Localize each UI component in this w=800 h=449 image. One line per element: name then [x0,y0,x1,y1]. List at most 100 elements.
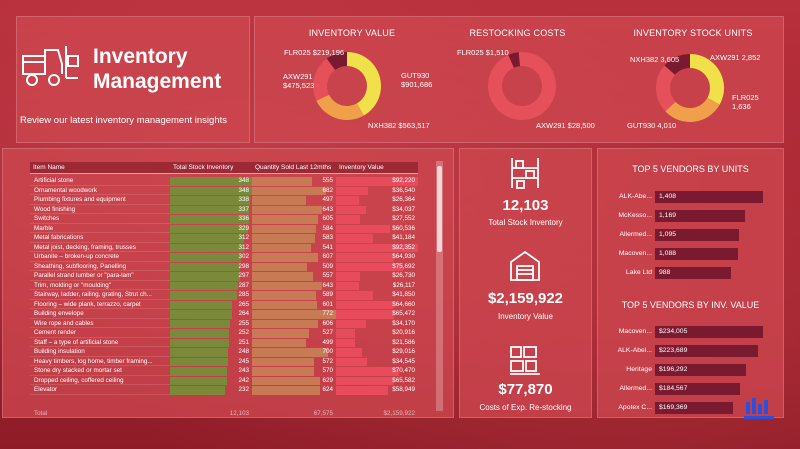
kpi-inventory-value: $2,159,922 [487,290,564,307]
cell-qty-sold: 572 [252,357,336,367]
donut-1-segment-4[interactable] [326,52,347,70]
table-row[interactable]: Parallel strand lumber or "para-lam" 297 5… [30,272,418,281]
table-row[interactable]: Cement render 252 527 $20,916 [30,329,418,338]
cell-item-name: Switches [30,215,170,224]
cell-bar [170,186,252,196]
cell-bar [252,357,315,367]
donut-1-segment-2[interactable] [316,94,364,120]
cell-bar [336,300,394,310]
col-total-stock[interactable]: Total Stock Inventory [173,164,234,171]
cell-bar [170,291,238,300]
vendor-units-name: Macoven... [618,250,652,257]
cell-bar [252,253,319,262]
vendor-units-value: 1,088 [659,250,677,257]
page-subtitle: Review our latest inventory management i… [20,115,227,126]
vendor-units-bar[interactable] [655,229,739,241]
table-row[interactable]: Building insulation 248 700 $29,016 [30,348,418,357]
vendor-value-bar[interactable] [655,326,763,338]
donut3-label-gut930: GUT930 4,010 [627,121,677,130]
kpi-restock-cost-label: Costs of Exp. Re-stocking [479,403,572,412]
vendor-units-bar[interactable] [655,267,731,279]
vendor-units-bar[interactable] [655,248,739,260]
cell-qty-sold: 601 [252,300,336,310]
table-row[interactable]: Dropped ceiling, coffered ceiling 242 629 $… [30,376,418,386]
vendor-value-bar[interactable] [655,345,759,357]
donut-3-segment-3[interactable] [656,65,676,112]
cell-bar [252,319,318,329]
table-row[interactable]: Ornamental woodwork 348 682 $36,540 [30,186,418,196]
table-row[interactable]: Trim, molding or "moulding" 287 643 $26,117 [30,281,418,291]
table-row[interactable]: Sheathing, subflooring, Panelling 298 509 $… [30,262,418,272]
vendor-value-bar[interactable] [655,383,741,395]
vendor-units-value: 1,095 [659,231,677,238]
table-row[interactable]: Heavy timbers, log home, timber framing.… [30,357,418,367]
cell-bar [170,234,244,243]
cell-bar [252,262,308,272]
cell-item-name: Wire rope and cables [30,320,170,329]
kpi-restock-cost: $77,870 [498,381,553,398]
vendor-value-bar[interactable] [655,364,746,376]
cell-qty-sold: 555 [252,177,336,186]
table-row[interactable]: Metal joist, decking, framing, trusses 31… [30,243,418,253]
cell-bar [336,281,360,291]
donut-title-restocking: RESTOCKING COSTS [469,28,566,38]
cell-bar [336,224,390,234]
cell-inventory-value: $26,364 [336,196,418,205]
table-row[interactable]: Wire rope and cables 255 606 $34,170 [30,319,418,329]
cell-qty-sold: 643 [252,205,336,215]
donut-1-segment-3[interactable] [313,58,336,101]
cell-qty-sold: 570 [252,367,336,376]
table-row[interactable]: Switches 336 605 $27,552 [30,215,418,224]
vendor-units-bar[interactable] [655,210,745,222]
cell-inventory-value: $21,586 [336,338,418,348]
col-item-name[interactable]: Item Name [33,164,65,171]
vendor-value-value: $234,005 [659,328,688,335]
table-scroll-thumb[interactable] [437,166,442,252]
cell-qty-sold: 583 [252,234,336,243]
vendor-value-value: $169,369 [659,404,688,411]
donut3-label-flr025: FLR025 1,636 [732,93,759,111]
table-row[interactable]: Wood finishing 337 643 $34,037 [30,205,418,215]
vendor-value-bar[interactable] [655,402,734,414]
cell-inventory-value: $58,949 [336,386,418,395]
kpi-panel [459,148,592,418]
cell-inventory-value: $65,582 [336,376,418,386]
donut-2-segment-1[interactable] [487,51,556,121]
donut-3-segment-1[interactable] [690,54,725,105]
donut-1-segment-1[interactable] [347,52,382,116]
col-inventory-value[interactable]: Inventory Value [339,164,384,171]
cell-total-stock: 297 [170,272,252,281]
donut3-label-nxh382: NXH382 3,605 [630,55,680,64]
table-row[interactable]: Elevator 232 624 $58,949 [30,386,418,395]
cell-inventory-value: $34,037 [336,205,418,215]
cell-total-stock: 298 [170,262,252,272]
cell-bar [170,348,229,357]
cell-total-stock: 255 [170,319,252,329]
cell-qty-sold: 584 [252,224,336,234]
table-row[interactable]: Stairway, ladder, railing, grating, Stru… [30,291,418,300]
table-row[interactable]: Artificial stone 348 555 $92,220 [30,177,418,186]
table-scrollbar[interactable] [436,161,443,411]
table-row[interactable]: Flooring – wide plank, terrazzo, carpet 2… [30,300,418,310]
total-sold: 67,575 [313,410,333,417]
cell-item-name: Elevator [30,386,170,395]
table-row[interactable]: Building envelope 264 772 $65,472 [30,310,418,319]
cell-bar [336,376,395,386]
cell-inventory-value: $34,545 [336,357,418,367]
donut-3-segment-4[interactable] [664,54,690,75]
donut-3-segment-2[interactable] [665,97,720,123]
table-row[interactable]: Marble 329 584 $60,536 [30,224,418,234]
vendor-units-bar[interactable] [655,191,763,203]
cell-bar [336,272,360,281]
table-row[interactable]: Stone dry stacked or mortar set 243 570 $70… [30,367,418,376]
donut-2-segment-2[interactable] [508,52,521,68]
table-row[interactable]: Staff – a type of artificial stone 251 499… [30,338,418,348]
table-row[interactable]: Metal fabrications 312 583 $41,184 [30,234,418,243]
cell-item-name: Plumbing fixtures and equipment [30,196,170,205]
cell-item-name: Stone dry stacked or mortar set [30,367,170,376]
table-row[interactable]: Urbanite – broken-up concrete 302 607 $64,9… [30,253,418,262]
col-qty-sold[interactable]: Quantity Sold Last 12mths [255,164,332,171]
brand-logo-icon [744,398,774,419]
table-row[interactable]: Plumbing fixtures and equipment 338 497 $26… [30,196,418,205]
cell-item-name: Marble [30,225,170,234]
